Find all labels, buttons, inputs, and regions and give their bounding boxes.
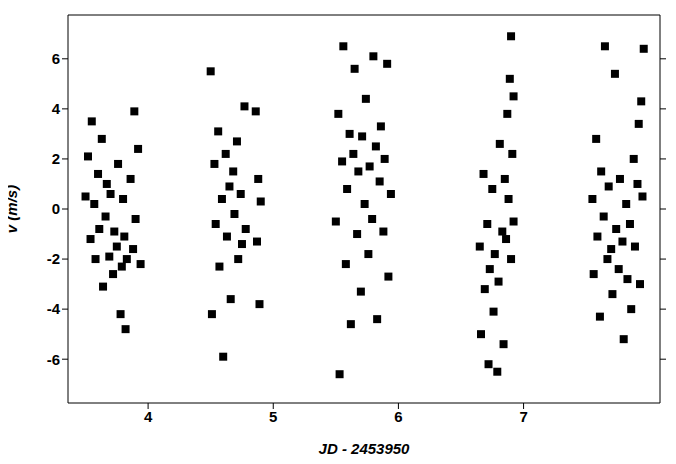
svg-text:5: 5 bbox=[269, 408, 277, 425]
svg-text:7: 7 bbox=[519, 408, 527, 425]
svg-text:6: 6 bbox=[52, 50, 60, 67]
svg-text:4: 4 bbox=[52, 100, 61, 117]
svg-text:JD - 2453950: JD - 2453950 bbox=[319, 440, 411, 456]
svg-text:-4: -4 bbox=[47, 300, 61, 317]
svg-text:2: 2 bbox=[52, 150, 60, 167]
svg-text:-2: -2 bbox=[47, 250, 60, 267]
svg-text:-6: -6 bbox=[47, 351, 60, 368]
svg-text:0: 0 bbox=[52, 200, 60, 217]
svg-text:4: 4 bbox=[144, 408, 153, 425]
svg-text:6: 6 bbox=[394, 408, 402, 425]
svg-text:v (m/s): v (m/s) bbox=[8, 185, 20, 233]
